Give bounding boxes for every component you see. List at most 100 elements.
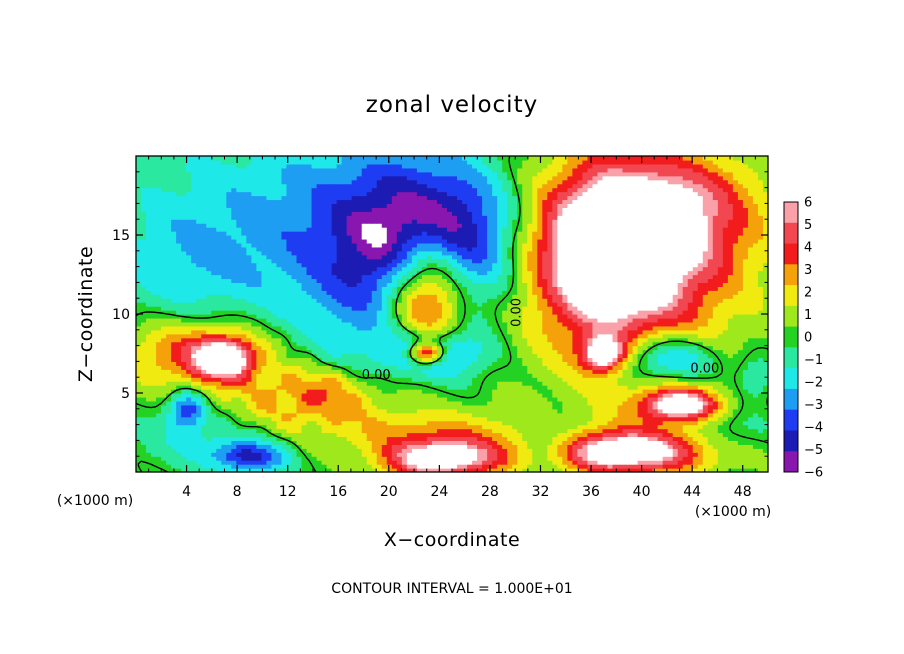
heatmap-cell — [602, 325, 609, 331]
heatmap-cell — [582, 385, 589, 390]
heatmap-cell — [211, 432, 217, 438]
heatmap-cell — [271, 373, 278, 378]
heatmap-cell — [762, 428, 768, 434]
heatmap-cell — [617, 337, 624, 343]
heatmap-cell — [647, 365, 654, 370]
heatmap-cell — [396, 357, 403, 362]
heatmap-cell — [632, 341, 639, 347]
heatmap-cell — [181, 464, 187, 469]
heatmap-cell — [161, 464, 167, 469]
heatmap-cell — [206, 385, 212, 390]
heatmap-cell — [176, 464, 182, 469]
heatmap-cell — [156, 333, 162, 339]
heatmap-cell — [206, 468, 212, 472]
heatmap-cell — [341, 393, 348, 398]
heatmap-cell — [727, 349, 734, 355]
heatmap-cell — [757, 424, 764, 430]
heatmap-cell — [281, 393, 288, 398]
heatmap-cell — [522, 373, 528, 378]
heatmap-cell — [186, 436, 192, 441]
heatmap-cell — [276, 468, 283, 472]
heatmap-cell — [492, 404, 498, 410]
heatmap-cell — [512, 377, 518, 382]
heatmap-cell — [512, 385, 518, 390]
heatmap-cell — [246, 333, 252, 339]
heatmap-cell — [552, 460, 558, 465]
heatmap-cell — [146, 333, 152, 339]
heatmap-cell — [562, 412, 568, 418]
heatmap-cell — [276, 325, 283, 331]
heatmap-cell — [371, 448, 378, 453]
heatmap-cell — [697, 385, 704, 390]
heatmap-cell — [467, 468, 473, 472]
heatmap-cell — [156, 329, 162, 335]
heatmap-cell — [406, 460, 413, 465]
heatmap-cell — [261, 440, 268, 445]
heatmap-cell — [316, 400, 323, 406]
heatmap-cell — [537, 385, 543, 390]
heatmap-cell — [341, 337, 348, 343]
heatmap-cell — [301, 456, 308, 461]
heatmap-cell — [602, 357, 609, 362]
heatmap-cell — [246, 396, 252, 402]
heatmap-cell — [381, 345, 388, 351]
heatmap-cell — [572, 357, 578, 362]
heatmap-cell — [316, 314, 323, 319]
heatmap-cell — [592, 460, 599, 465]
heatmap-cell — [607, 396, 614, 402]
heatmap-cell — [421, 396, 428, 402]
heatmap-cell — [762, 468, 768, 472]
heatmap-cell — [562, 432, 568, 438]
heatmap-cell — [216, 337, 222, 343]
heatmap-cell — [171, 428, 177, 434]
heatmap-cell — [512, 408, 518, 414]
heatmap-cell — [602, 404, 609, 410]
heatmap-cell — [627, 432, 634, 438]
heatmap-cell — [562, 404, 568, 410]
heatmap-cell — [657, 333, 664, 339]
heatmap-cell — [311, 420, 318, 426]
heatmap-cell — [446, 341, 453, 347]
heatmap-cell — [221, 325, 227, 331]
heatmap-cell — [306, 349, 313, 355]
heatmap-cell — [507, 448, 513, 453]
heatmap-cell — [642, 385, 649, 390]
heatmap-cell — [266, 329, 273, 335]
heatmap-cell — [502, 341, 508, 347]
heatmap-cell — [467, 345, 473, 351]
heatmap-cell — [497, 317, 503, 323]
heatmap-cell — [537, 452, 543, 457]
heatmap-cell — [672, 337, 679, 343]
heatmap-cell — [421, 428, 428, 434]
heatmap-cell — [366, 393, 373, 398]
heatmap-cell — [141, 428, 147, 434]
heatmap-cell — [431, 416, 438, 422]
heatmap-cell — [562, 400, 568, 406]
heatmap-cell — [592, 361, 599, 366]
heatmap-cell — [562, 460, 568, 465]
heatmap-cell — [522, 333, 528, 339]
heatmap-cell — [321, 385, 328, 390]
heatmap-cell — [266, 369, 273, 374]
heatmap-cell — [446, 377, 453, 382]
heatmap-cell — [366, 408, 373, 414]
heatmap-cell — [657, 416, 664, 422]
heatmap-cell — [687, 353, 694, 359]
heatmap-cell — [642, 408, 649, 414]
heatmap-cell — [331, 317, 338, 323]
heatmap-cell — [236, 385, 242, 390]
heatmap-cell — [542, 361, 548, 366]
heatmap-cell — [156, 341, 162, 347]
heatmap-cell — [632, 436, 639, 441]
heatmap-cell — [747, 468, 754, 472]
heatmap-cell — [381, 400, 388, 406]
heatmap-cell — [477, 464, 483, 469]
heatmap-cell — [336, 389, 343, 394]
heatmap-cell — [146, 440, 152, 445]
heatmap-cell — [276, 369, 283, 374]
heatmap-cell — [572, 389, 578, 394]
heatmap-cell — [582, 381, 589, 386]
heatmap-cell — [672, 381, 679, 386]
heatmap-cell — [667, 432, 674, 438]
heatmap-cell — [732, 341, 739, 347]
